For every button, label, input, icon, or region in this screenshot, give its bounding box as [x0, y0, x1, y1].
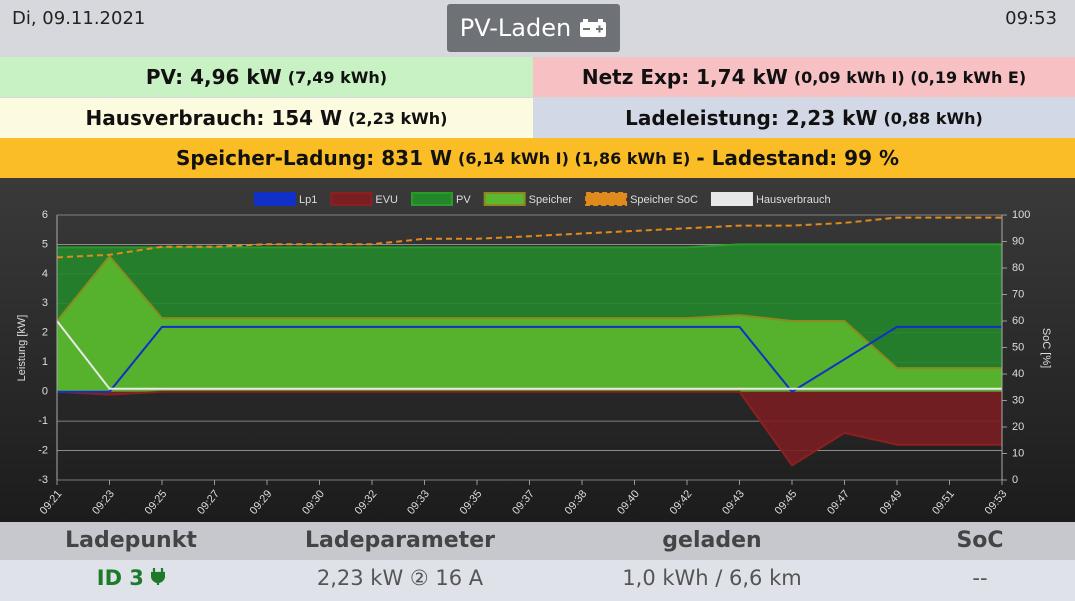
lade-row: Ladeleistung: 2,23 kW (0,88 kWh) — [533, 98, 1075, 138]
legend-label: Speicher SoC — [630, 194, 698, 206]
plug-icon — [151, 568, 166, 585]
legend-swatch — [483, 192, 526, 206]
y2-tick-label: 10 — [1012, 447, 1024, 459]
speicher-main: Speicher-Ladung: 831 W — [175, 146, 453, 170]
pv-main: PV: 4,96 kW — [145, 65, 282, 89]
table-cell: 2,23 kW ② 16 A — [316, 566, 484, 590]
legend-label: Lp1 — [299, 194, 317, 206]
y-tick-label: 1 — [42, 356, 48, 368]
y-tick-label: -3 — [38, 474, 48, 486]
y2-tick-label: 20 — [1012, 421, 1024, 433]
pv-row: PV: 4,96 kW (7,49 kWh) — [0, 57, 533, 97]
series-line — [56, 254, 1002, 370]
mode-button[interactable]: PV-Laden — [447, 4, 620, 52]
legend-swatch — [585, 192, 628, 206]
haus-detail: (2,23 kWh) — [348, 108, 448, 128]
legend-swatch — [710, 192, 753, 206]
pv-detail: (7,49 kWh) — [287, 67, 388, 87]
series-line — [56, 320, 1002, 390]
y2-tick-label: 90 — [1012, 235, 1024, 247]
legend-label: Hausverbrauch — [756, 194, 831, 206]
legend-swatch — [410, 192, 453, 206]
column-header: geladen — [662, 528, 762, 553]
column-header: SoC — [956, 528, 1004, 553]
speicher-detail: (6,14 kWh I) (1,86 kWh E) — [458, 148, 691, 168]
y-tick-label: 6 — [42, 209, 48, 221]
y-tick-label: 0 — [42, 386, 48, 398]
netz-row: Netz Exp: 1,74 kW (0,09 kWh I) (0,19 kWh … — [533, 57, 1075, 97]
y2-axis-label: SoC [%] — [1040, 328, 1052, 368]
y2-tick-label: 50 — [1012, 341, 1024, 353]
series-line — [57, 325, 1002, 394]
legend-swatch — [254, 192, 296, 206]
lade-main: Ladeleistung: 2,23 kW — [625, 106, 878, 130]
column-header: Ladeparameter — [305, 528, 495, 553]
column-header: Ladepunkt — [65, 528, 197, 553]
series-line — [56, 390, 1002, 467]
y2-tick-label: 60 — [1012, 315, 1024, 327]
legend-label: Speicher — [529, 194, 573, 206]
series-line — [56, 216, 1002, 259]
y-tick-label: 4 — [42, 268, 48, 280]
y-axis-label: Leistung [kW] — [16, 315, 28, 382]
y2-tick-label: 80 — [1012, 262, 1024, 274]
haus-row: Hausverbrauch: 154 W (2,23 kWh) — [0, 98, 533, 138]
netz-main: Netz Exp: 1,74 kW — [581, 65, 788, 89]
legend-label: PV — [456, 194, 471, 206]
y2-tick-label: 100 — [1012, 209, 1030, 221]
y-tick-label: -1 — [38, 415, 48, 427]
speicher-row: Speicher-Ladung: 831 W (6,14 kWh I) (1,86… — [0, 138, 1075, 178]
series-line — [57, 243, 1002, 249]
netz-detail: (0,09 kWh I) (0,19 kWh E) — [793, 67, 1027, 87]
y2-tick-label: 70 — [1012, 288, 1024, 300]
legend-label: EVU — [375, 194, 398, 206]
date: Di, 09.11.2021 — [12, 8, 146, 29]
table-row — [0, 560, 1075, 601]
haus-main: Hausverbrauch: 154 W — [85, 106, 343, 130]
y-tick-label: 2 — [42, 327, 48, 339]
y2-tick-label: 40 — [1012, 368, 1024, 380]
y-tick-label: 5 — [42, 238, 48, 250]
table-cell: ID 3 — [1, 566, 261, 590]
legend-swatch — [330, 192, 373, 206]
y-tick-label: 3 — [42, 297, 48, 309]
chart: Leistung [kW] SoC [%] -3-2-1012345601020… — [0, 178, 1075, 522]
y2-tick-label: 0 — [1012, 474, 1018, 486]
mode-title: PV-Laden — [459, 14, 572, 42]
table-cell: -- — [972, 566, 988, 590]
y2-tick-label: 30 — [1012, 394, 1024, 406]
y-tick-label: -2 — [38, 444, 48, 456]
battery-icon — [580, 19, 607, 37]
speicher-state: - Ladestand: 99 % — [696, 146, 900, 170]
area — [57, 391, 1002, 466]
table-cell: 1,0 kWh / 6,6 km — [622, 566, 802, 590]
table-header — [0, 522, 1075, 560]
time: 09:53 — [1005, 8, 1057, 29]
lade-detail: (0,88 kWh) — [883, 108, 983, 128]
